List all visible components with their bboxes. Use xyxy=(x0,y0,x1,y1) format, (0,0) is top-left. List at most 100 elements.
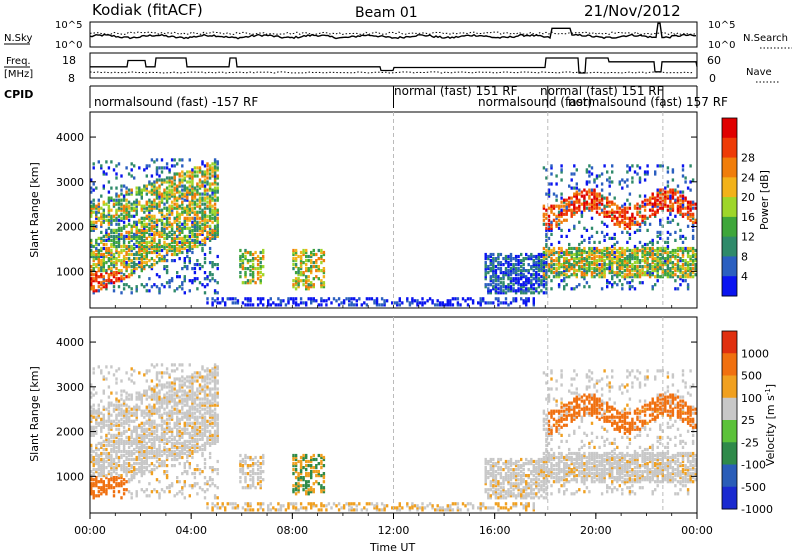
echo-cell xyxy=(198,196,202,200)
echo-cell xyxy=(216,263,219,267)
echo-cell xyxy=(165,192,169,196)
echo-cell xyxy=(593,180,596,184)
echo-cell xyxy=(155,254,159,259)
echo-cell xyxy=(659,263,662,267)
echo-cell xyxy=(196,439,199,443)
echo-cell xyxy=(590,226,594,230)
echo-cell xyxy=(145,283,148,287)
echo-cell xyxy=(198,220,202,224)
echo-cell xyxy=(127,275,131,279)
echo-cell xyxy=(575,198,578,202)
echo-cell xyxy=(112,261,116,265)
echo-cell xyxy=(143,455,146,460)
echo-cell xyxy=(560,265,563,269)
echo-cell xyxy=(573,200,576,204)
echo-cell xyxy=(492,273,495,277)
echo-cell xyxy=(176,480,179,484)
echo-cell xyxy=(107,234,111,238)
echo-cell xyxy=(120,393,123,397)
echo-cell xyxy=(216,166,219,170)
echo-cell xyxy=(110,259,113,263)
echo-cell xyxy=(676,184,680,188)
echo-cell xyxy=(320,281,323,285)
echo-cell xyxy=(575,250,578,255)
echo-cell xyxy=(170,259,174,263)
echo-cell xyxy=(193,202,197,206)
echo-cell xyxy=(115,248,118,253)
echo-cell xyxy=(168,381,171,385)
echo-cell xyxy=(380,303,384,307)
echo-cell xyxy=(504,257,508,261)
echo-cell xyxy=(312,277,315,281)
echo-cell xyxy=(532,283,535,287)
echo-cell xyxy=(206,275,209,279)
echo-cell xyxy=(155,273,159,277)
echo-cell xyxy=(148,190,151,194)
echo-cell xyxy=(148,180,151,184)
echo-cell xyxy=(145,459,148,464)
echo-cell xyxy=(545,257,548,261)
echo-cell xyxy=(145,488,148,492)
echo-cell xyxy=(600,259,604,263)
echo-cell xyxy=(517,289,520,293)
echo-cell xyxy=(95,419,98,423)
echo-cell xyxy=(269,297,272,301)
echo-cell xyxy=(656,208,659,212)
echo-cell xyxy=(641,248,644,253)
echo-cell xyxy=(664,240,667,244)
echo-cell xyxy=(163,397,166,401)
echo-cell xyxy=(163,222,166,226)
echo-cell xyxy=(92,277,95,281)
echo-cell xyxy=(173,244,176,249)
echo-cell xyxy=(674,188,677,192)
echo-cell xyxy=(100,472,103,476)
echo-cell xyxy=(150,206,154,210)
echo-cell xyxy=(158,166,161,170)
echo-cell xyxy=(198,437,202,441)
range-tick-label: 1000 xyxy=(56,265,84,278)
echo-cell xyxy=(638,259,642,263)
echo-cell xyxy=(165,186,169,190)
echo-cell xyxy=(616,254,619,259)
echo-cell xyxy=(138,257,141,261)
echo-cell xyxy=(208,184,212,188)
echo-cell xyxy=(312,299,315,303)
echo-cell xyxy=(165,176,169,180)
echo-cell xyxy=(145,447,148,452)
echo-cell xyxy=(140,234,143,238)
echo-cell xyxy=(165,281,169,285)
echo-cell xyxy=(181,192,184,196)
echo-cell xyxy=(105,459,108,464)
echo-cell xyxy=(138,457,141,462)
echo-cell xyxy=(669,196,672,200)
echo-cell xyxy=(494,289,498,293)
echo-cell xyxy=(213,186,217,190)
echo-cell xyxy=(213,224,217,228)
echo-cell xyxy=(294,259,298,263)
echo-cell xyxy=(160,405,164,409)
echo-cell xyxy=(181,206,184,210)
echo-cell xyxy=(135,263,138,267)
echo-cell xyxy=(679,246,682,251)
echo-cell xyxy=(322,267,326,271)
echo-cell xyxy=(125,419,128,423)
echo-cell xyxy=(181,180,184,184)
echo-cell xyxy=(117,271,121,275)
echo-cell xyxy=(158,437,161,441)
echo-cell xyxy=(557,271,561,275)
echo-cell xyxy=(186,186,189,190)
echo-cell xyxy=(611,269,614,273)
echo-cell xyxy=(689,214,692,218)
echo-cell xyxy=(176,429,179,433)
echo-cell xyxy=(95,457,98,462)
echo-cell xyxy=(133,451,136,456)
echo-cell xyxy=(659,200,662,204)
echo-cell xyxy=(674,263,677,267)
echo-cell xyxy=(396,303,399,307)
echo-cell xyxy=(165,200,169,204)
echo-cell xyxy=(557,240,561,244)
echo-cell xyxy=(251,277,255,281)
echo-cell xyxy=(97,236,100,240)
echo-cell xyxy=(585,206,589,210)
echo-cell xyxy=(674,248,677,253)
